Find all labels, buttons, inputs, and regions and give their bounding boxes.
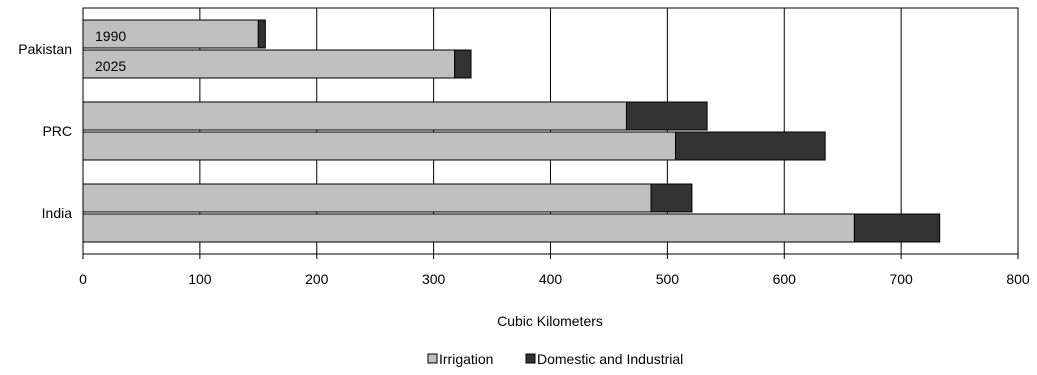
bar-domestic-industrial (853, 213, 941, 243)
bar-irrigation (82, 131, 677, 161)
bar-domestic-industrial (675, 131, 826, 161)
legend: Irrigation Domestic and Industrial (427, 351, 683, 367)
bar-irrigation (82, 101, 627, 131)
bar-domestic-industrial (454, 49, 472, 79)
category-label: Pakistan (18, 41, 72, 57)
x-tick-label: 500 (656, 271, 680, 287)
x-tick-label: 400 (539, 271, 563, 287)
x-tick-label: 200 (305, 271, 329, 287)
bar-domestic-industrial (625, 101, 708, 131)
bar-irrigation (82, 183, 652, 213)
bar-irrigation (82, 213, 855, 243)
bar-domestic-industrial (257, 19, 266, 49)
x-tick-label: 300 (422, 271, 446, 287)
x-tick-label: 0 (79, 271, 87, 287)
legend-item: Domestic and Industrial (525, 351, 683, 367)
category-label: India (42, 205, 73, 221)
gridlines (199, 8, 902, 254)
bars: 1990 2025 (82, 19, 941, 243)
x-tick-label: 700 (889, 271, 913, 287)
x-axis-title: Cubic Kilometers (497, 313, 603, 329)
x-tick-label: 600 (773, 271, 797, 287)
legend-item: Irrigation (427, 351, 493, 367)
legend-swatch (427, 353, 438, 364)
bar-irrigation (82, 49, 456, 79)
legend-label: Domestic and Industrial (537, 351, 683, 367)
legend-swatch (525, 353, 536, 364)
legend-label: Irrigation (439, 351, 493, 367)
bar-domestic-industrial (650, 183, 693, 213)
x-axis: 0 100 200 300 400 500 600 700 800 (79, 254, 1030, 287)
y-axis-categories: Pakistan PRC India (18, 41, 72, 221)
year-label: 1990 (95, 28, 126, 44)
year-label: 2025 (95, 58, 126, 74)
x-tick-label: 100 (188, 271, 212, 287)
x-tick-label: 800 (1006, 271, 1030, 287)
category-label: PRC (42, 123, 72, 139)
